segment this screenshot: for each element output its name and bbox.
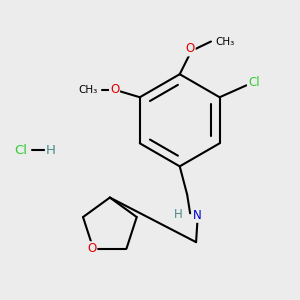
Text: O: O	[87, 242, 96, 255]
Text: H: H	[46, 143, 56, 157]
Text: Cl: Cl	[14, 143, 27, 157]
Text: O: O	[110, 83, 119, 96]
Text: O: O	[185, 42, 195, 56]
Text: CH₃: CH₃	[215, 37, 235, 46]
Text: N: N	[193, 209, 202, 222]
Text: H: H	[174, 208, 183, 221]
Text: CH₃: CH₃	[78, 85, 97, 95]
Text: Cl: Cl	[248, 76, 260, 89]
